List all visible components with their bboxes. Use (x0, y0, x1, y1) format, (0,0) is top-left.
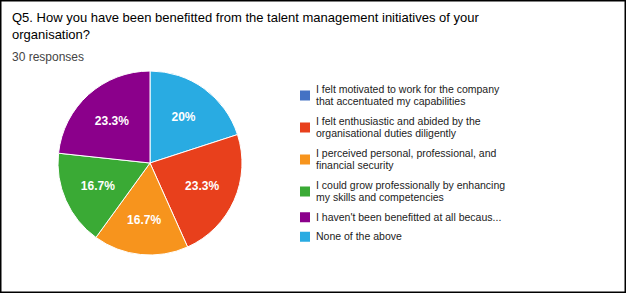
legend-swatch (300, 123, 310, 133)
data-label: 16.7% (127, 213, 161, 227)
legend-swatch (300, 155, 310, 165)
legend-entry: I haven't been benefitted at all becaus.… (316, 211, 501, 223)
legend-swatch (300, 232, 310, 242)
legend-entry: I felt motivated to work for the company… (316, 83, 500, 108)
data-label: 23.3% (95, 114, 129, 128)
data-label: 20% (172, 110, 196, 124)
subtitle: 30 responses (12, 50, 84, 64)
title: Q5. How you have been benefitted from th… (12, 10, 479, 42)
data-label: 16.7% (81, 179, 115, 193)
legend-entry: I felt enthusiastic and abided by theorg… (316, 115, 481, 140)
legend-swatch (300, 212, 310, 222)
legend-swatch (300, 91, 310, 101)
legend-entry: None of the above (316, 230, 402, 242)
pie (58, 71, 242, 255)
pie-slice (59, 71, 150, 163)
legend (300, 91, 310, 242)
data-label: 23.3% (185, 179, 219, 193)
chart: Q5. How you have been benefitted from th… (0, 0, 626, 293)
chart-container: Q5. How you have been benefitted from th… (0, 0, 626, 293)
border (1, 1, 626, 293)
legend-entry: I could grow professionally by enhancing… (316, 179, 505, 204)
legend-swatch (300, 187, 310, 197)
legend-entry: I perceived personal, professional, andf… (316, 147, 497, 172)
